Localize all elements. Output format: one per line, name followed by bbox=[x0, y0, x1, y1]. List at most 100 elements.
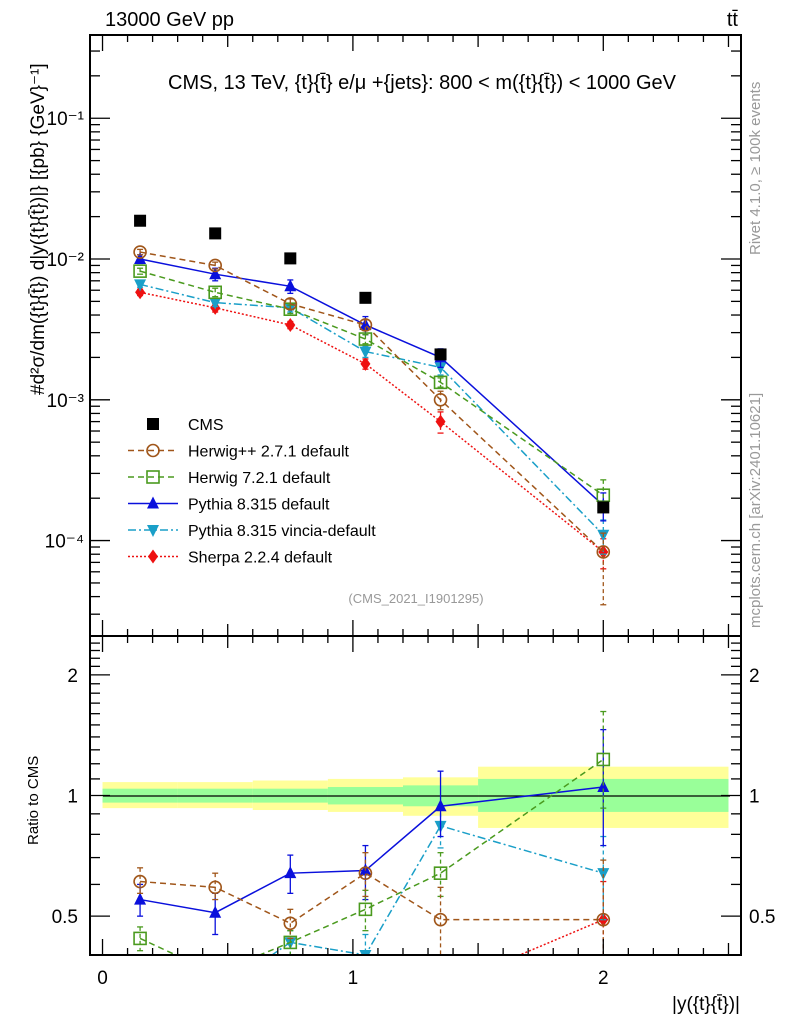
main-y-tick-label: 10⁻² bbox=[47, 250, 85, 271]
legend-marker bbox=[146, 470, 160, 484]
ratio-y-tick-label: 2 bbox=[67, 666, 78, 687]
series-sherpa-2-2-4-default bbox=[135, 880, 609, 1012]
legend-label: Sherpa 2.2.4 default bbox=[188, 550, 333, 567]
legend-item-sherpa-2-2-4-default: Sherpa 2.2.4 default bbox=[128, 549, 333, 567]
line-sherpa-2-2-4-default bbox=[517, 918, 604, 955]
main-y-axis: 10⁻¹ 10⁻² 10⁻³ 10⁻⁴ bbox=[45, 50, 741, 615]
marker-pythia-8-315-default bbox=[134, 892, 147, 905]
marker-herwig-2-7-1-default bbox=[133, 874, 147, 889]
marker-herwig-7-2-1-default bbox=[283, 935, 298, 950]
line-herwig-7-2-1-default bbox=[139, 758, 604, 955]
legend-item-cms: CMS bbox=[147, 417, 224, 434]
legend-marker bbox=[147, 496, 159, 509]
marker-pythia-8-315-vincia-default bbox=[209, 297, 222, 310]
x-tick-label: 0 bbox=[97, 968, 108, 989]
marker-sherpa-2-2-4-default bbox=[285, 976, 295, 990]
marker-herwig-7-2-1-default bbox=[358, 902, 373, 917]
ratio-y-axis-label: Ratio to CMS bbox=[25, 756, 42, 845]
marker-pythia-8-315-default bbox=[597, 780, 610, 793]
marker-pythia-8-315-default bbox=[434, 799, 447, 812]
marker-herwig-7-2-1-default bbox=[358, 332, 373, 346]
marker-pythia-8-315-default bbox=[284, 279, 297, 292]
legend-label: Herwig++ 2.7.1 default bbox=[188, 444, 350, 461]
main-x-axis bbox=[101, 35, 730, 636]
marker-sherpa-2-2-4-default bbox=[360, 356, 371, 371]
legend-label: Pythia 8.315 default bbox=[188, 497, 330, 514]
line-herwig-7-2-1-default bbox=[139, 270, 604, 496]
energy-label: 13000 GeV pp bbox=[105, 9, 234, 31]
marker-herwig-2-7-1-default bbox=[133, 245, 147, 259]
marker-sherpa-2-2-4-default bbox=[135, 285, 146, 300]
marker-herwig-7-2-1-default bbox=[133, 264, 147, 278]
marker-cms bbox=[434, 348, 447, 361]
marker-herwig-2-7-1-default bbox=[358, 866, 373, 880]
ratio-x-axis: 0 1 2 bbox=[97, 636, 730, 989]
process-label: tt̄ bbox=[727, 9, 739, 31]
ratio-series-group bbox=[133, 710, 611, 1012]
legend-item-herwig-2-7-1-default: Herwig++ 2.7.1 default bbox=[128, 444, 350, 461]
marker-cms bbox=[359, 291, 372, 304]
legend-marker bbox=[148, 549, 158, 564]
marker-herwig-2-7-1-default bbox=[596, 912, 611, 927]
line-sherpa-2-2-4-default bbox=[139, 291, 604, 553]
marker-cms bbox=[597, 501, 610, 514]
marker-pythia-8-315-vincia-default bbox=[359, 950, 372, 955]
series-pythia-8-315-default bbox=[134, 728, 610, 936]
marker-herwig-7-2-1-default bbox=[433, 866, 448, 880]
analysis-watermark: (CMS_2021_I1901295) bbox=[348, 591, 483, 606]
main-panel: 10⁻¹ 10⁻² 10⁻³ 10⁻⁴ CMS, 13 TeV, {t}{t̄} e/… bbox=[28, 34, 742, 637]
line-pythia-8-315-default bbox=[139, 258, 604, 506]
ratio-uncertainty-bands bbox=[102, 766, 729, 828]
marker-sherpa-2-2-4-default bbox=[436, 981, 446, 995]
ratio-y-tick-label-right: 0.5 bbox=[749, 907, 775, 928]
marker-herwig-2-7-1-default bbox=[283, 916, 298, 931]
line-herwig-2-7-1-default bbox=[139, 251, 604, 553]
legend-label: CMS bbox=[188, 417, 224, 434]
marker-cms bbox=[209, 227, 222, 240]
marker-herwig-7-2-1-default bbox=[596, 752, 611, 767]
ratio-y-tick-label-right: 2 bbox=[749, 666, 760, 687]
marker-herwig-2-7-1-default bbox=[208, 258, 222, 273]
legend-item-pythia-8-315-vincia-default: Pythia 8.315 vincia-default bbox=[128, 523, 376, 540]
x-tick-label: 2 bbox=[598, 968, 609, 989]
marker-pythia-8-315-vincia-default bbox=[209, 989, 221, 1001]
ratio-y-axis: 0.5 0.5 1 1 2 2 bbox=[52, 635, 775, 956]
legend-label: Pythia 8.315 vincia-default bbox=[188, 523, 376, 540]
line-pythia-8-315-vincia-default bbox=[139, 283, 604, 536]
marker-herwig-2-7-1-default bbox=[358, 318, 373, 332]
main-y-axis-label: #d²σ/dm({t}{t̄}) d|y({t}{t̄})|} [{pb} {G… bbox=[28, 63, 49, 395]
marker-pythia-8-315-vincia-default bbox=[284, 937, 297, 950]
marker-herwig-7-2-1-default bbox=[209, 967, 221, 979]
line-pythia-8-315-default bbox=[139, 786, 604, 914]
legend-label: Herwig 7.2.1 default bbox=[188, 470, 331, 487]
ratio-y-tick-label-right: 1 bbox=[749, 787, 760, 808]
marker-pythia-8-315-default bbox=[284, 866, 297, 879]
marker-herwig-7-2-1-default bbox=[208, 285, 222, 300]
marker-pythia-8-315-vincia-default bbox=[434, 362, 447, 375]
ratio-panel: 0.5 0.5 1 1 2 2 0 1 2 Ratio to CMS |y({t}{t̄})| bbox=[25, 635, 775, 1015]
marker-herwig-2-7-1-default bbox=[433, 392, 448, 407]
marker-herwig-2-7-1-default bbox=[283, 297, 298, 311]
marker-cms bbox=[134, 214, 147, 227]
main-frame bbox=[89, 34, 742, 637]
main-y-tick-label: 10⁻⁴ bbox=[45, 532, 84, 553]
marker-sherpa-2-2-4-default bbox=[285, 317, 296, 332]
marker-pythia-8-315-vincia-default bbox=[134, 279, 147, 292]
legend: CMS Herwig++ 2.7.1 default Herwig 7.2.1 de… bbox=[128, 417, 376, 567]
legend-item-pythia-8-315-default: Pythia 8.315 default bbox=[128, 496, 330, 514]
plot-title: CMS, 13 TeV, {t}{t̄} e/μ +{jets}: 800 < … bbox=[168, 72, 677, 94]
rivet-label: Rivet 4.1.0, ≥ 100k events bbox=[747, 82, 764, 255]
marker-pythia-8-315-vincia-default bbox=[359, 346, 372, 359]
marker-pythia-8-315-vincia-default bbox=[134, 973, 146, 985]
marker-sherpa-2-2-4-default bbox=[210, 998, 220, 1012]
marker-sherpa-2-2-4-default bbox=[135, 992, 145, 1006]
legend-marker bbox=[147, 525, 159, 537]
series-cms bbox=[134, 214, 610, 514]
legend-item-herwig-7-2-1-default: Herwig 7.2.1 default bbox=[128, 470, 331, 487]
ratio-y-tick-label: 1 bbox=[67, 787, 78, 808]
line-pythia-8-315-vincia-default bbox=[270, 824, 604, 955]
series-herwig-2-7-1-default bbox=[133, 852, 611, 955]
legend-marker bbox=[147, 418, 159, 430]
marker-sherpa-2-2-4-default bbox=[360, 976, 370, 990]
x-axis-label: |y({t}{t̄})| bbox=[672, 994, 740, 1015]
